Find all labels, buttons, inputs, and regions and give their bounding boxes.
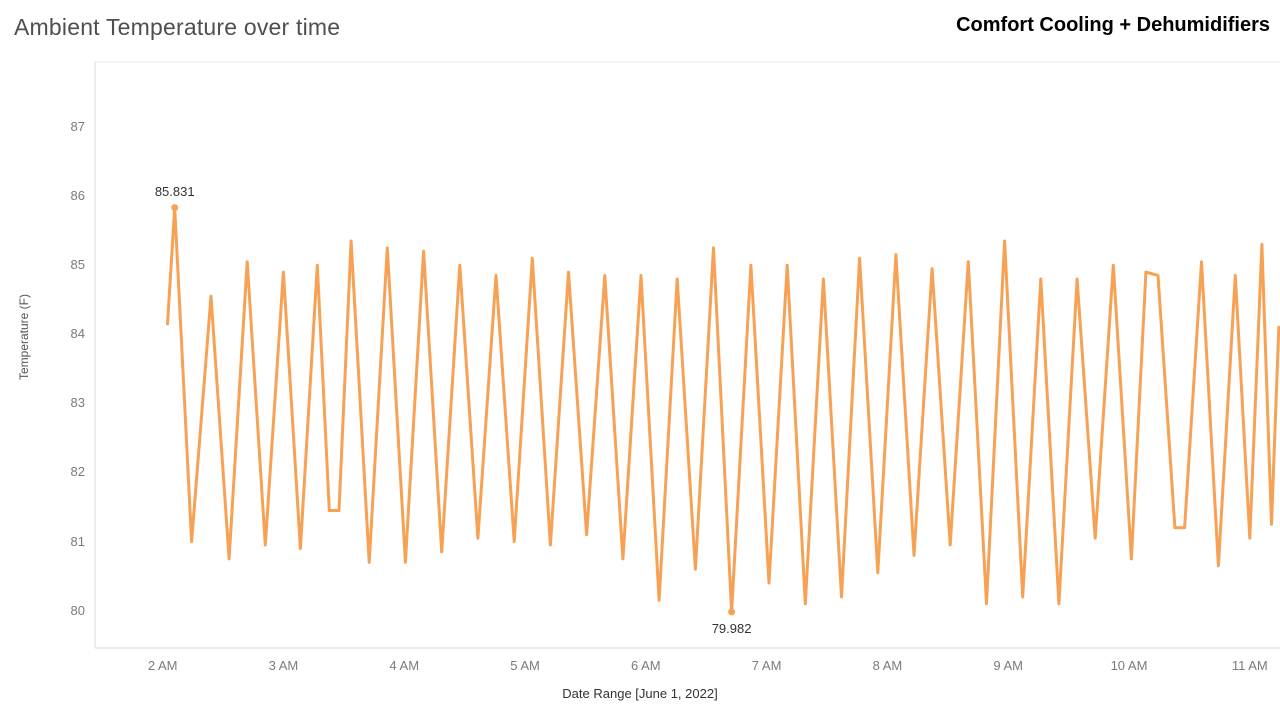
y-tick-label: 80	[70, 602, 85, 618]
min-value-annotation: 79.982	[711, 620, 752, 636]
y-tick-label: 87	[70, 118, 85, 134]
y-tick-label: 82	[70, 464, 85, 480]
max-point-marker[interactable]	[171, 204, 179, 212]
min-point-marker[interactable]	[728, 608, 736, 616]
y-tick-label: 84	[70, 326, 85, 342]
max-value-annotation: 85.831	[154, 183, 195, 199]
x-tick-label: 9 AM	[993, 658, 1024, 673]
chart-title: Ambient Temperature over time	[14, 14, 341, 40]
x-tick-label: 4 AM	[389, 658, 420, 673]
x-tick-label: 7 AM	[751, 658, 782, 673]
x-tick-label: 10 AM	[1110, 658, 1148, 673]
x-tick-label: 3 AM	[268, 658, 299, 673]
y-tick-label: 86	[70, 188, 85, 204]
y-tick-label: 85	[70, 257, 85, 273]
temperature-line-series[interactable]	[166, 206, 1280, 614]
x-tick-label: 11 AM	[1231, 658, 1268, 673]
dashboard-sheet-label: Comfort Cooling + Dehumidifiers	[956, 14, 1270, 36]
x-axis-title: Date Range [June 1, 2022]	[562, 686, 718, 701]
x-tick-label: 2 AM	[147, 658, 178, 673]
y-tick-label: 83	[70, 395, 85, 411]
y-tick-label: 81	[70, 533, 85, 549]
x-tick-label: 6 AM	[631, 658, 661, 673]
x-tick-label: 5 AM	[510, 658, 540, 673]
x-tick-label: 8 AM	[872, 658, 903, 673]
